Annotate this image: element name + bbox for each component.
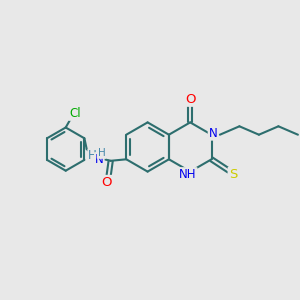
Text: Cl: Cl (69, 107, 80, 120)
Text: O: O (185, 93, 196, 106)
Text: N: N (208, 127, 217, 140)
Text: S: S (229, 168, 237, 181)
Text: N: N (95, 153, 104, 166)
Text: H: H (98, 148, 105, 158)
Text: NH: NH (179, 168, 196, 181)
Text: H: H (88, 149, 97, 162)
Text: O: O (101, 176, 112, 189)
